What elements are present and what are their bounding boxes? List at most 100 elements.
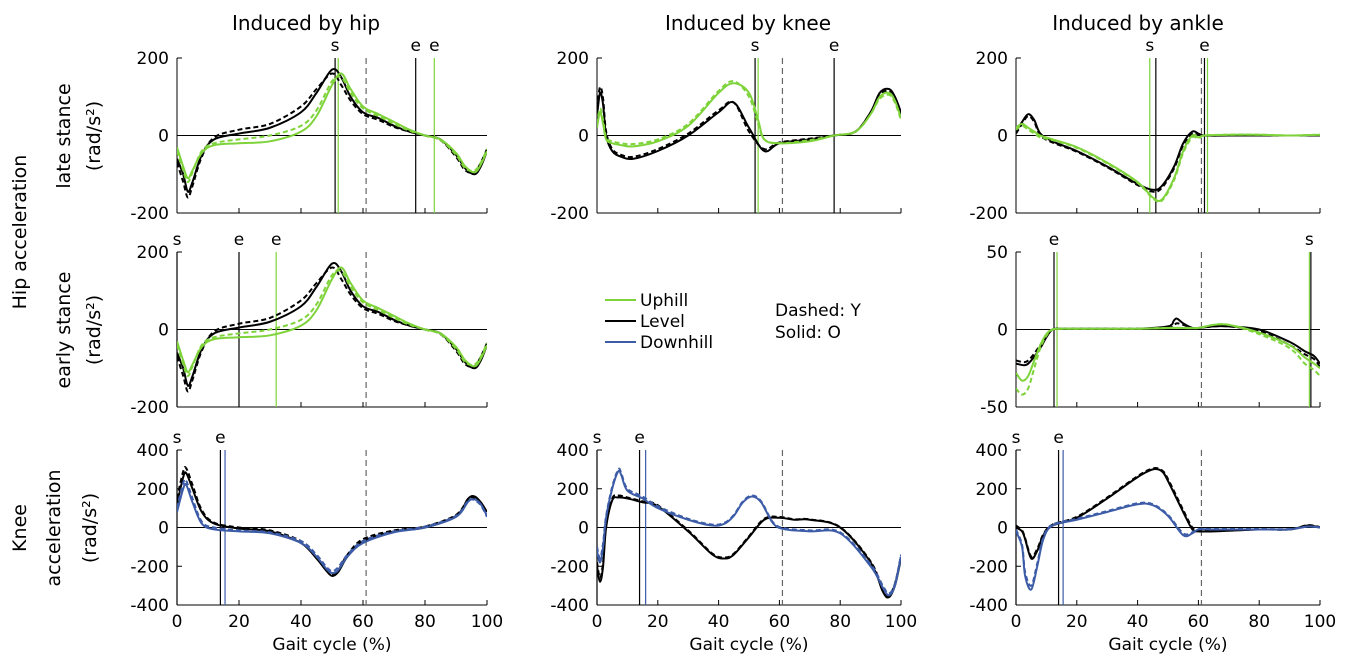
event-marker-label: s <box>1012 428 1021 448</box>
series-line-solid-2 <box>1016 323 1320 382</box>
series-line-dashed-3 <box>177 75 487 183</box>
series-line-solid-0 <box>1016 317 1320 367</box>
series-line-solid-2 <box>177 482 487 575</box>
series-line-dashed-1 <box>1016 115 1320 193</box>
x-tick-label: 100 <box>885 612 917 632</box>
x-tick-label: 0 <box>592 612 603 632</box>
y-tick-label: -400 <box>969 596 1008 616</box>
column-title-knee: Induced by knee <box>665 11 831 35</box>
y-tick-label: 200 <box>557 49 589 69</box>
legend-label-downhill: Downhill <box>640 333 713 353</box>
y-tick-label: 400 <box>976 441 1008 461</box>
y-tick-label: 200 <box>137 243 169 263</box>
x-tick-label: 80 <box>1248 612 1270 632</box>
y-tick-label: 0 <box>158 127 169 147</box>
legend-style-note-dashed: Dashed: Y <box>775 301 862 321</box>
legend-label-uphill: Uphill <box>640 291 688 311</box>
y-tick-label: -200 <box>550 204 589 224</box>
y-tick-label: -200 <box>969 557 1008 577</box>
series-line-solid-2 <box>1016 502 1320 591</box>
column-title-ankle: Induced by ankle <box>1052 11 1224 35</box>
series-line-dashed-3 <box>177 478 487 573</box>
x-tick-label: 0 <box>1011 612 1022 632</box>
event-marker-label: e <box>215 428 225 448</box>
series-line-dashed-3 <box>1016 124 1320 203</box>
event-marker-label: e <box>1199 36 1209 56</box>
event-marker-label: e <box>410 36 420 56</box>
chart-hip_by_ankle_late: -200 0 200 s e <box>969 36 1321 224</box>
event-marker-label: e <box>234 230 244 250</box>
y-tick-label: 0 <box>158 321 169 341</box>
event-marker-label: s <box>593 428 602 448</box>
row-label-knee-line2: acceleration <box>43 469 65 586</box>
y-tick-label: 400 <box>137 441 169 461</box>
legend-style-note-solid: Solid: O <box>775 323 841 343</box>
row-label-knee-unit: (rad/s²) <box>79 493 101 563</box>
y-tick-label: 400 <box>557 441 589 461</box>
chart-hip_by_knee_late: -200 0 200 s e <box>550 36 902 224</box>
x-axis-label: Gait cycle (%) <box>272 635 391 655</box>
series-line-solid-0 <box>177 262 487 387</box>
row-label-hip-early-unit: (rad/s²) <box>83 295 105 365</box>
x-axis-label: Gait cycle (%) <box>689 635 808 655</box>
legend-label-level: Level <box>640 312 685 332</box>
series-line-solid-2 <box>177 266 487 374</box>
series-line-dashed-3 <box>177 269 487 377</box>
chart-knee_by_ankle: -400 -200 0 200 400 0 20 40 60 80 100 Gait cycle (%… <box>969 428 1336 655</box>
x-tick-label: 80 <box>829 612 851 632</box>
row-label-hip-late-unit: (rad/s²) <box>83 101 105 171</box>
chart-knee_by_knee: -400 -200 0 200 400 0 20 40 60 80 100 Gait cycle (%… <box>550 428 917 655</box>
event-marker-label: s <box>173 428 182 448</box>
y-tick-label: -50 <box>980 398 1008 418</box>
y-tick-label: 200 <box>557 480 589 500</box>
chart-hip_by_hip_late: -200 0 200 s e e <box>130 36 488 224</box>
row-label-knee-line1: Knee <box>9 504 31 552</box>
row-label-hip-group: Hip acceleration <box>9 155 31 310</box>
x-tick-label: 20 <box>647 612 669 632</box>
event-marker-label: s <box>751 36 760 56</box>
x-tick-label: 40 <box>708 612 730 632</box>
y-tick-label: 0 <box>997 127 1008 147</box>
series-line-dashed-3 <box>1016 501 1320 587</box>
x-tick-label: 60 <box>352 612 374 632</box>
x-tick-label: 100 <box>471 612 503 632</box>
x-tick-label: 60 <box>769 612 791 632</box>
y-tick-label: 200 <box>976 49 1008 69</box>
event-marker-label: e <box>1053 428 1063 448</box>
y-tick-label: 0 <box>997 519 1008 539</box>
x-tick-label: 20 <box>1066 612 1088 632</box>
y-tick-label: 200 <box>137 480 169 500</box>
y-tick-label: -200 <box>130 557 169 577</box>
y-tick-label: 200 <box>976 480 1008 500</box>
series-line-solid-2 <box>597 469 901 597</box>
chart-hip_by_ankle_early: -50 0 50 e s <box>980 230 1321 418</box>
y-tick-label: 0 <box>578 127 589 147</box>
series-line-solid-0 <box>597 87 901 161</box>
x-tick-label: 20 <box>228 612 250 632</box>
y-tick-label: -400 <box>550 596 589 616</box>
series-line-solid-0 <box>1016 468 1320 560</box>
chart-knee_by_hip: -400 -200 0 200 400 0 20 40 60 80 100 Gait cycle (%… <box>130 428 503 655</box>
y-tick-label: -200 <box>550 557 589 577</box>
series-line-dashed-1 <box>177 466 487 576</box>
column-title-hip: Induced by hip <box>232 11 380 35</box>
x-tick-label: 40 <box>1127 612 1149 632</box>
series-line-dashed-3 <box>1016 323 1320 396</box>
series-line-dashed-1 <box>177 72 487 199</box>
x-tick-label: 40 <box>290 612 312 632</box>
x-tick-label: 100 <box>1304 612 1336 632</box>
y-tick-label: 0 <box>158 519 169 539</box>
y-tick-label: -200 <box>130 204 169 224</box>
series-line-solid-2 <box>597 82 901 148</box>
series-line-dashed-1 <box>177 266 487 393</box>
x-tick-label: 80 <box>414 612 436 632</box>
series-line-dashed-3 <box>597 80 901 146</box>
event-marker-label: e <box>271 230 281 250</box>
row-label-hip-late: late stance <box>53 83 75 188</box>
row-label-hip-early: early stance <box>53 272 75 389</box>
series-line-dashed-1 <box>597 494 901 597</box>
series-line-solid-0 <box>177 68 487 193</box>
y-tick-label: -200 <box>130 398 169 418</box>
